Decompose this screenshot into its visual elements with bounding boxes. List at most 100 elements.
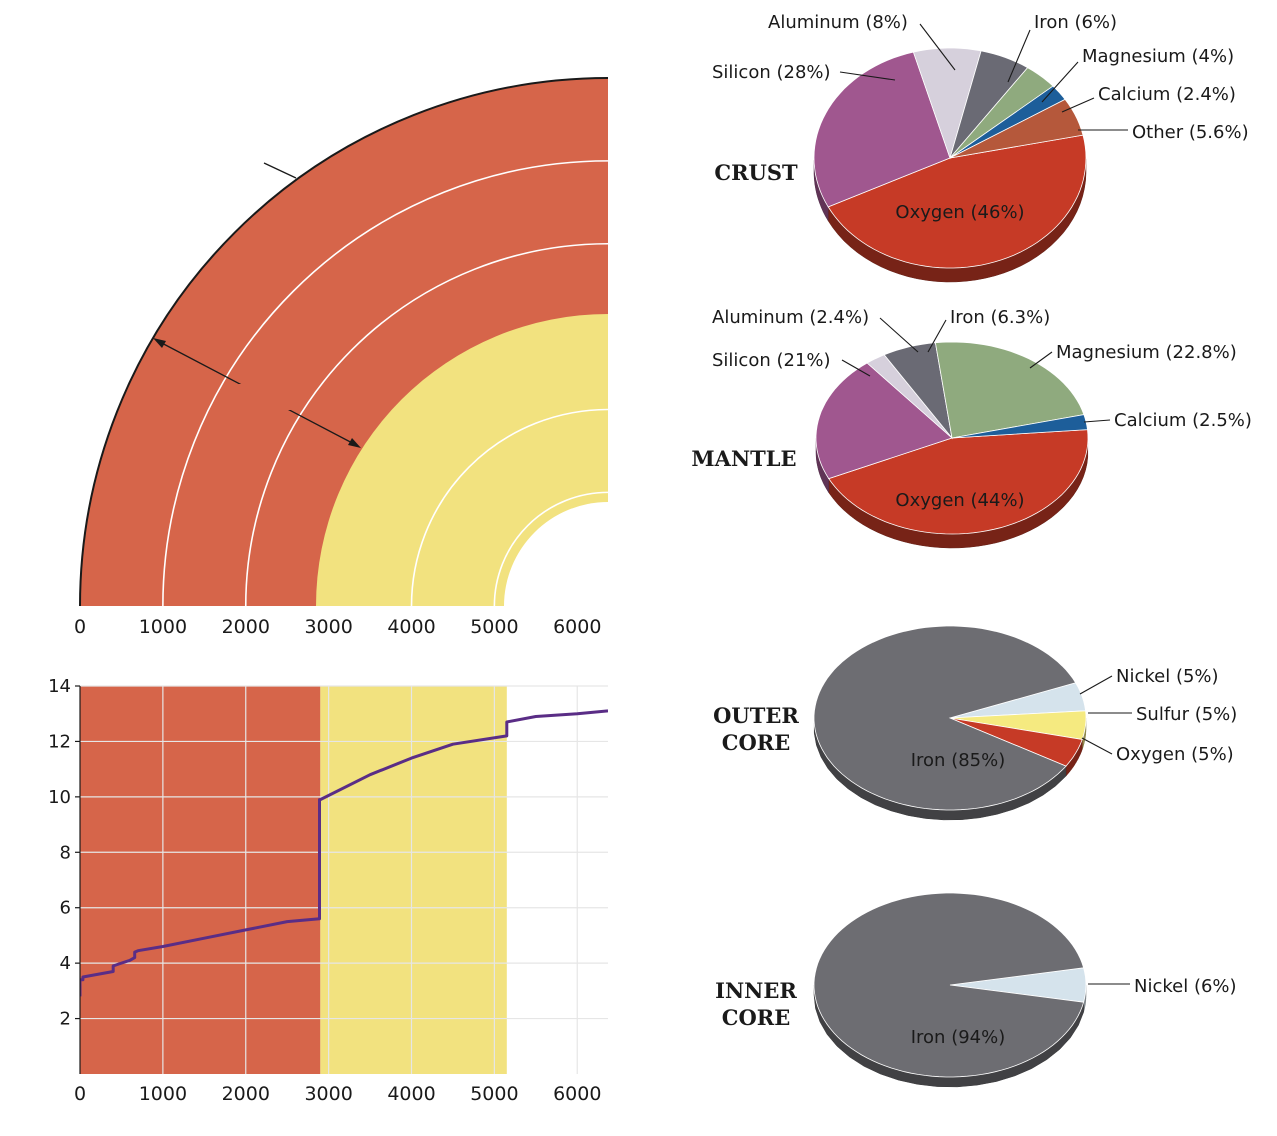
pie-slice-label: Oxygen (46%) bbox=[895, 202, 1024, 223]
pie-slice bbox=[815, 362, 953, 480]
pie-leader-line bbox=[841, 359, 871, 377]
pie-slice-label: Nickel (6%) bbox=[1134, 976, 1237, 997]
plot-y-tick-label: 4 bbox=[60, 953, 71, 974]
pie-leader-line bbox=[839, 71, 896, 81]
pie-slice bbox=[934, 341, 1085, 439]
plot-y-tick-label: 10 bbox=[48, 787, 71, 808]
crust-line bbox=[79, 77, 608, 606]
depth-ring bbox=[162, 160, 608, 606]
density-curve bbox=[80, 709, 608, 997]
pie-title: INNER bbox=[715, 978, 797, 1003]
cross-section-depth-ticks: 0 1000 2000 3000 4000 5000 6000 bbox=[74, 616, 601, 638]
pie-slice bbox=[813, 892, 1085, 1078]
plot-x-tick-label: 6000 bbox=[553, 1083, 601, 1105]
plot-region bbox=[80, 686, 321, 1074]
pie-leader-line bbox=[927, 319, 947, 353]
pie-slice-label: Aluminum (2.4%) bbox=[712, 307, 869, 328]
pie-slice bbox=[912, 47, 982, 160]
pie-leader-line bbox=[1029, 351, 1053, 369]
depth-ring bbox=[493, 491, 608, 606]
depth-ring bbox=[410, 408, 608, 606]
pie-slice bbox=[813, 625, 1077, 811]
pie-leader-line bbox=[1079, 675, 1113, 695]
depth-ring bbox=[576, 574, 608, 606]
pie-slice-label: Calcium (2.5%) bbox=[1114, 410, 1252, 431]
plot-y-tick-label: 8 bbox=[60, 842, 71, 863]
pie-title: MANTLE bbox=[691, 446, 796, 471]
plot-y-tick-label: 12 bbox=[48, 731, 71, 752]
pie-slice bbox=[883, 342, 953, 440]
plot-x-tick-label: 0 bbox=[74, 1083, 86, 1105]
pie-1: CRUST Oxygen (46%) Silicon (28%) Aluminum (… bbox=[712, 12, 1249, 283]
plot-region bbox=[320, 686, 507, 1074]
pie-slice-label: Nickel (5%) bbox=[1116, 666, 1219, 687]
pie-leader-line bbox=[1083, 419, 1111, 423]
plot-x-tick-label: 1000 bbox=[139, 1083, 187, 1105]
cross-section-tick-label: 2000 bbox=[222, 616, 270, 638]
pie-slice bbox=[949, 50, 1029, 159]
pie-title: OUTER bbox=[713, 703, 799, 728]
plot-y-tick-label: 6 bbox=[60, 898, 71, 919]
crust-leader bbox=[263, 162, 297, 179]
pie-leader-line bbox=[879, 317, 919, 353]
pie-slice-label: Silicon (21%) bbox=[712, 350, 831, 371]
pie-slice-label: Iron (94%) bbox=[911, 1027, 1006, 1048]
pie-slice-label: Oxygen (5%) bbox=[1116, 744, 1234, 765]
cross-section-tick-label: 3000 bbox=[304, 616, 352, 638]
pie-2: MANTLE Oxygen (44%) Silicon (21%) Aluminum … bbox=[691, 307, 1252, 549]
pie-slice-label: Magnesium (4%) bbox=[1082, 46, 1234, 67]
pie-slice bbox=[949, 98, 1084, 159]
plot-grid bbox=[80, 685, 608, 1074]
cross-section-tick-label: 6000 bbox=[553, 616, 601, 638]
cross-section-tick-label: 1000 bbox=[139, 616, 187, 638]
plot-x-tick-label: 4000 bbox=[387, 1083, 435, 1105]
composition-pies: CRUST Oxygen (46%) Silicon (28%) Aluminum (… bbox=[691, 12, 1252, 1088]
plot-regions bbox=[80, 686, 507, 1074]
pie-slice-label: Calcium (2.4%) bbox=[1098, 84, 1236, 105]
pie-leader-line bbox=[1007, 29, 1031, 83]
cross-section-tick-label: 4000 bbox=[387, 616, 435, 638]
pie-slice-label: Magnesium (22.8%) bbox=[1056, 342, 1237, 363]
cross-section-tick-label: 5000 bbox=[470, 616, 518, 638]
pie-slice bbox=[949, 717, 1083, 767]
pie-slice-label: Silicon (28%) bbox=[712, 62, 831, 83]
plot-x-tick-label: 5000 bbox=[470, 1083, 518, 1105]
plot-x-ticks: 0 1000 2000 3000 4000 5000 6000 bbox=[74, 1083, 601, 1105]
pie-leader-line bbox=[1041, 61, 1079, 103]
pie-slice bbox=[949, 967, 1087, 1003]
mantle-arrow-head-top bbox=[153, 338, 166, 348]
pie-slice-label: Iron (6.3%) bbox=[950, 307, 1050, 328]
pie-slice-label: Oxygen (44%) bbox=[895, 490, 1024, 511]
inner-core-layer bbox=[504, 502, 608, 606]
mantle-arrow-head-bottom bbox=[348, 438, 361, 448]
pie-leader-line bbox=[919, 23, 956, 71]
cross-section-tick-label: 0 bbox=[74, 616, 86, 638]
depth-rings bbox=[162, 160, 608, 606]
pie-slice bbox=[949, 67, 1054, 159]
pie-slice bbox=[949, 682, 1087, 719]
density-plot: 0 1000 2000 3000 4000 5000 6000 2 4 6 8 10 12 14 bbox=[48, 676, 608, 1105]
depth-ring bbox=[244, 242, 608, 606]
pie-slice-label: Iron (6%) bbox=[1034, 12, 1117, 33]
pie-title: CORE bbox=[722, 1005, 790, 1030]
pie-title: CRUST bbox=[714, 160, 798, 185]
plot-x-tick-label: 2000 bbox=[222, 1083, 270, 1105]
plot-y-tick-label: 2 bbox=[60, 1009, 71, 1030]
pie-slice bbox=[828, 429, 1089, 535]
pie-slice-label: Other (5.6%) bbox=[1132, 122, 1249, 143]
pie-slice-label: Aluminum (8%) bbox=[768, 12, 908, 33]
pie-slice-label: Iron (85%) bbox=[911, 750, 1006, 771]
pie-slice-label: Sulfur (5%) bbox=[1136, 704, 1237, 725]
pie-leader-line bbox=[1081, 737, 1113, 755]
pie-slice bbox=[827, 134, 1087, 269]
pie-leader-line bbox=[1061, 97, 1095, 113]
plot-y-ticks: 2 4 6 8 10 12 14 bbox=[48, 676, 80, 1030]
plot-x-tick-label: 3000 bbox=[304, 1083, 352, 1105]
pie-title: CORE bbox=[722, 730, 790, 755]
plot-y-tick-label: 14 bbox=[48, 676, 71, 697]
pie-slice bbox=[813, 51, 951, 208]
earth-cross-section: 0 1000 2000 3000 4000 5000 6000 bbox=[74, 77, 608, 638]
